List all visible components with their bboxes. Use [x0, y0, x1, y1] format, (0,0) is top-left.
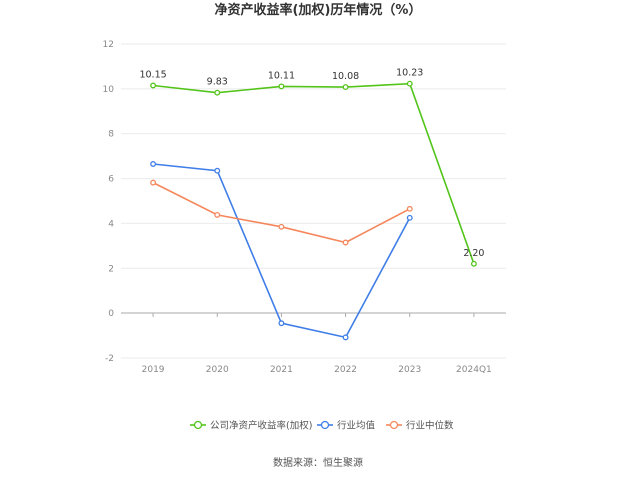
x-tick-label: 2023 [398, 365, 421, 375]
data-point [406, 214, 413, 221]
legend-marker-icon [320, 420, 330, 430]
legend-marker-icon [193, 420, 203, 430]
legend-label: 行业中位数 [406, 420, 454, 432]
data-point [342, 84, 349, 91]
y-tick-label: 8 [108, 130, 114, 140]
data-label: 10.15 [139, 69, 166, 80]
x-tick-label: 2019 [142, 365, 165, 375]
y-tick-label: 2 [108, 264, 114, 274]
legend-marker-icon [389, 420, 399, 430]
y-tick-label: 0 [108, 309, 114, 319]
data-point [214, 89, 221, 96]
y-tick-label: 10 [103, 85, 115, 95]
legend-label: 公司净资产收益率(加权) [210, 420, 312, 432]
legend: 公司净资产收益率(加权) 行业均值 行业中位数 [190, 420, 454, 432]
data-point [150, 161, 157, 167]
data-point [342, 239, 349, 246]
data-point [406, 80, 413, 87]
data-label-layer: 10.15 9.83 10.11 10.08 10.23 2.20 [139, 68, 484, 259]
data-label: 10.23 [396, 68, 423, 79]
data-point [214, 167, 221, 174]
data-label: 2.20 [463, 248, 484, 259]
data-label: 10.08 [332, 71, 359, 82]
data-label: 9.83 [207, 77, 228, 88]
x-tick-label: 2021 [270, 365, 293, 375]
y-tick-label: -2 [105, 354, 114, 364]
series-line-1 [153, 163, 411, 339]
data-point [150, 82, 157, 89]
data-point [470, 260, 477, 267]
series-layer [150, 80, 477, 341]
series-line-2 [152, 181, 411, 244]
data-point [150, 179, 157, 186]
y-tick-label: 6 [108, 175, 114, 185]
x-tick-label: 2022 [334, 365, 357, 375]
source-text: 数据来源：恒生聚源 [273, 456, 363, 469]
x-tick-label: 2020 [206, 365, 229, 375]
series-line-0 [153, 82, 475, 265]
data-point [278, 83, 285, 90]
x-tick-label: 2024Q1 [456, 365, 492, 375]
data-point [278, 320, 285, 327]
data-point [214, 211, 221, 218]
chart-title: 净资产收益率(加权)历年情况（%） [215, 2, 422, 18]
legend-label: 行业均值 [337, 420, 376, 432]
data-point [278, 223, 285, 230]
data-point [342, 334, 349, 341]
data-label: 10.11 [268, 70, 295, 81]
grid-layer [121, 43, 506, 359]
y-tick-label: 4 [108, 219, 114, 229]
data-point [406, 205, 413, 212]
y-tick-label: 12 [103, 40, 114, 50]
axis-layer: -2 0 2 4 6 8 10 12 2019 2020 2021 2022 2023 2024Q1 [103, 40, 506, 375]
